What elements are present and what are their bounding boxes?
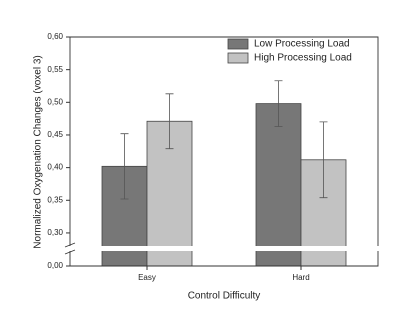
bar: [255, 103, 302, 267]
y-tick-label: 0,60: [47, 32, 63, 41]
axis-break: [64, 246, 378, 251]
error-bar: [120, 133, 129, 200]
x-axis-label: Control Difficulty: [188, 291, 261, 302]
error-bar: [165, 93, 174, 150]
legend-label: High Processing Load: [254, 53, 352, 64]
axis-frame: [69, 36, 379, 267]
legend-swatch: [227, 52, 249, 64]
x-tick-label: Easy: [138, 273, 156, 282]
y-axis-label: Normalized Oxygenation Changes (voxel 3): [33, 55, 44, 248]
legend-label: Low Processing Load: [254, 39, 350, 50]
y-tick-label: 0,55: [47, 65, 63, 74]
y-tick-label: 0,35: [47, 195, 63, 204]
y-tick-label: 0,00: [47, 261, 63, 270]
x-tick-label: Hard: [292, 273, 309, 282]
y-tick-label: 0,40: [47, 163, 63, 172]
error-bar: [319, 121, 328, 199]
legend-swatch: [227, 38, 249, 50]
y-tick-label: 0,45: [47, 130, 63, 139]
y-tick-label: 0,30: [47, 228, 63, 237]
error-bar: [274, 80, 283, 127]
y-tick-label: 0,50: [47, 97, 63, 106]
